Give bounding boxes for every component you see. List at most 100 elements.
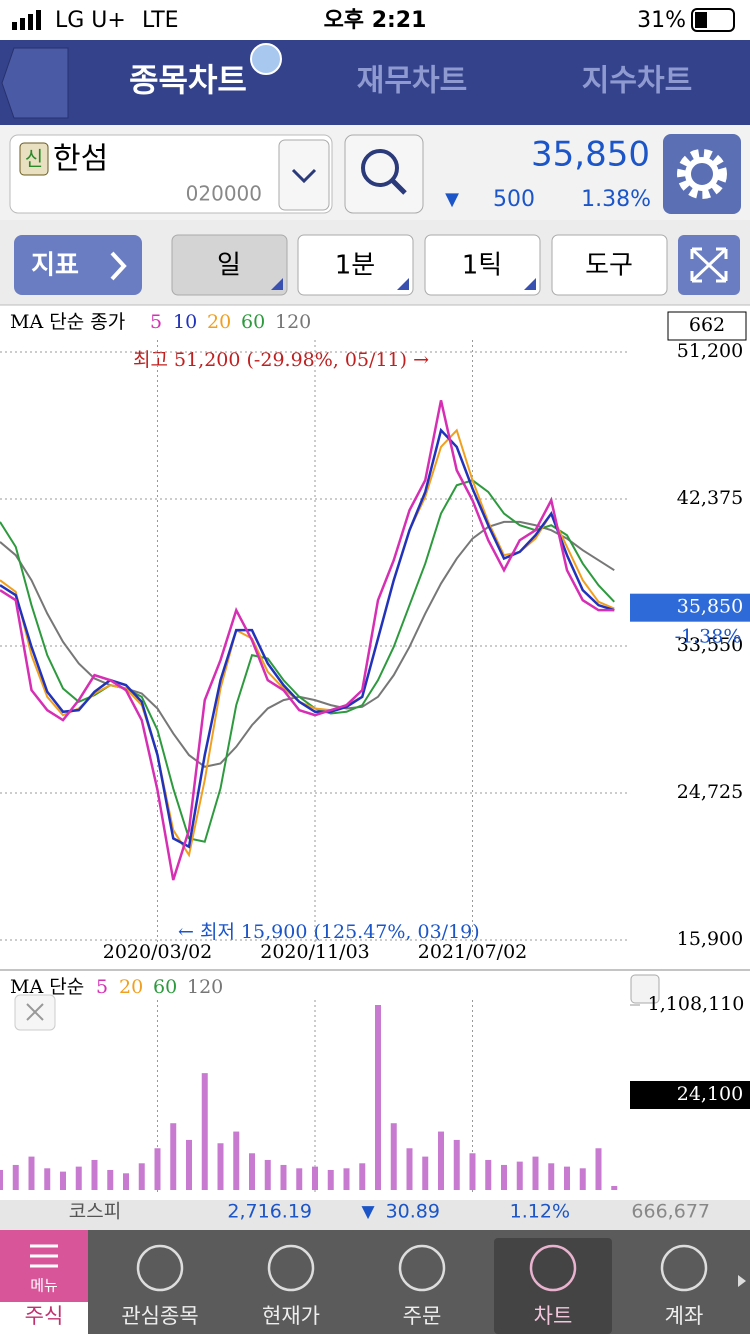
legend-title: MA 단순	[10, 976, 84, 998]
current-price: 35,850	[677, 596, 743, 618]
tab[interactable]: 지수차트	[582, 64, 692, 99]
nav-item[interactable]: 주식	[25, 1304, 64, 1328]
legend-item: 5	[150, 311, 162, 333]
volume-bar	[0, 1169, 3, 1190]
index-bar	[0, 1200, 750, 1230]
volume-bar	[312, 1166, 318, 1190]
close-icon	[26, 1003, 44, 1021]
tick-button[interactable]	[424, 234, 541, 296]
resize-button[interactable]	[630, 974, 660, 1004]
y-tick-label: 33,550	[677, 634, 743, 656]
nav-bar	[0, 1230, 750, 1334]
legend-item: 120	[275, 311, 311, 333]
search-icon	[390, 178, 407, 195]
volume-bar	[438, 1131, 444, 1190]
nav-item[interactable]: 주문	[403, 1304, 442, 1328]
dropdown[interactable]	[278, 139, 330, 211]
minute-button[interactable]	[297, 234, 414, 296]
volume-bar	[327, 1169, 334, 1190]
indicator-button[interactable]	[14, 235, 142, 295]
tool-label: 도구	[585, 251, 633, 281]
volume-bar	[611, 1185, 618, 1190]
legend-item: 60	[241, 311, 265, 333]
ma-line	[0, 479, 615, 843]
price: 35,850	[531, 135, 650, 175]
tick-label: 1틱	[462, 251, 502, 281]
index-rate: 1.12%	[510, 1201, 570, 1223]
volume-bar	[390, 1123, 397, 1190]
settings-button[interactable]	[663, 134, 741, 214]
y-tick-label: 24,725	[677, 781, 743, 803]
volume-bar	[217, 1143, 224, 1190]
index-sign: ▼	[361, 1202, 375, 1222]
nav-icon	[660, 1244, 708, 1292]
network: LTE	[142, 8, 179, 33]
volume-bar	[501, 1164, 507, 1190]
volume-bar	[154, 1148, 161, 1190]
x-tick-label: 2021/07/02	[418, 941, 528, 963]
volume-bar	[170, 1123, 177, 1190]
stock-tab[interactable]	[0, 1302, 88, 1334]
change: 500	[493, 187, 535, 212]
nav-item[interactable]: 차트	[534, 1304, 573, 1328]
indicator-label: 지표	[31, 251, 79, 281]
volume-bar	[280, 1164, 287, 1190]
count-box	[667, 311, 747, 341]
y-tick-label: 42,375	[677, 487, 743, 509]
nav-items: 주식 관심종목 현재가 주문 차트 계좌	[25, 1244, 708, 1328]
volume-bar	[107, 1169, 114, 1190]
volume-bar	[12, 1164, 19, 1190]
dropdown-arrow	[291, 168, 317, 184]
legend-item: 120	[187, 976, 223, 998]
tab[interactable]: 재무차트	[357, 64, 467, 99]
volume-bar	[485, 1159, 492, 1190]
back-button[interactable]	[1, 47, 69, 119]
ma-line	[0, 427, 615, 849]
legend-item: 20	[207, 311, 231, 333]
ma-line	[0, 520, 615, 768]
battery: 31%	[637, 8, 686, 33]
price-chart: MA 단순 종가 662 최고 51,200 (-29.98%, 05/11) …	[0, 311, 750, 963]
volume-bar	[249, 1153, 255, 1190]
count-label: 662	[689, 314, 725, 336]
search-button[interactable]	[344, 134, 424, 214]
legend-item: 20	[119, 976, 143, 998]
search-icon	[361, 149, 399, 187]
tab-badge	[250, 43, 282, 75]
index-volume: 666,677	[631, 1201, 710, 1223]
chevron	[110, 251, 127, 281]
tab-active[interactable]: 종목차트	[129, 61, 247, 99]
x-tick-label: 2020/11/03	[260, 941, 370, 963]
stock-box[interactable]	[9, 134, 333, 214]
nav-item[interactable]: 현재가	[262, 1304, 320, 1328]
nav-icon	[398, 1244, 446, 1292]
period-label: 일	[217, 251, 241, 281]
status-bar	[0, 0, 750, 40]
current-tag	[630, 593, 750, 622]
index-name: 코스피	[69, 1201, 121, 1223]
change-sign: ▼	[445, 189, 459, 210]
low-note: ← 최저 15,900 (125.47%, 03/19)	[178, 921, 480, 943]
signal	[20, 18, 25, 30]
volume-bar	[469, 1153, 476, 1190]
menu-icon	[30, 1244, 58, 1268]
tool-button[interactable]	[551, 234, 668, 296]
legend-item: 10	[173, 311, 197, 333]
stock-code: 020000	[186, 182, 262, 206]
volume-bar	[422, 1156, 429, 1190]
gear	[677, 149, 727, 199]
minute-label: 1분	[335, 251, 375, 281]
period-button[interactable]	[171, 234, 288, 296]
nav-item[interactable]: 계좌	[665, 1304, 704, 1328]
nav-item[interactable]: 관심종목	[121, 1304, 198, 1328]
current-volume-tag	[630, 1081, 750, 1109]
signal	[12, 22, 17, 30]
tab-bar	[0, 40, 750, 125]
menu-label: 메뉴	[30, 1277, 58, 1295]
y-tick-label: 51,200	[677, 340, 743, 362]
y-tick-label: 15,900	[677, 928, 743, 950]
nav-more[interactable]	[738, 1275, 746, 1287]
time: 오후 2:21	[324, 8, 427, 33]
x-tick-label: 2020/03/02	[103, 941, 213, 963]
